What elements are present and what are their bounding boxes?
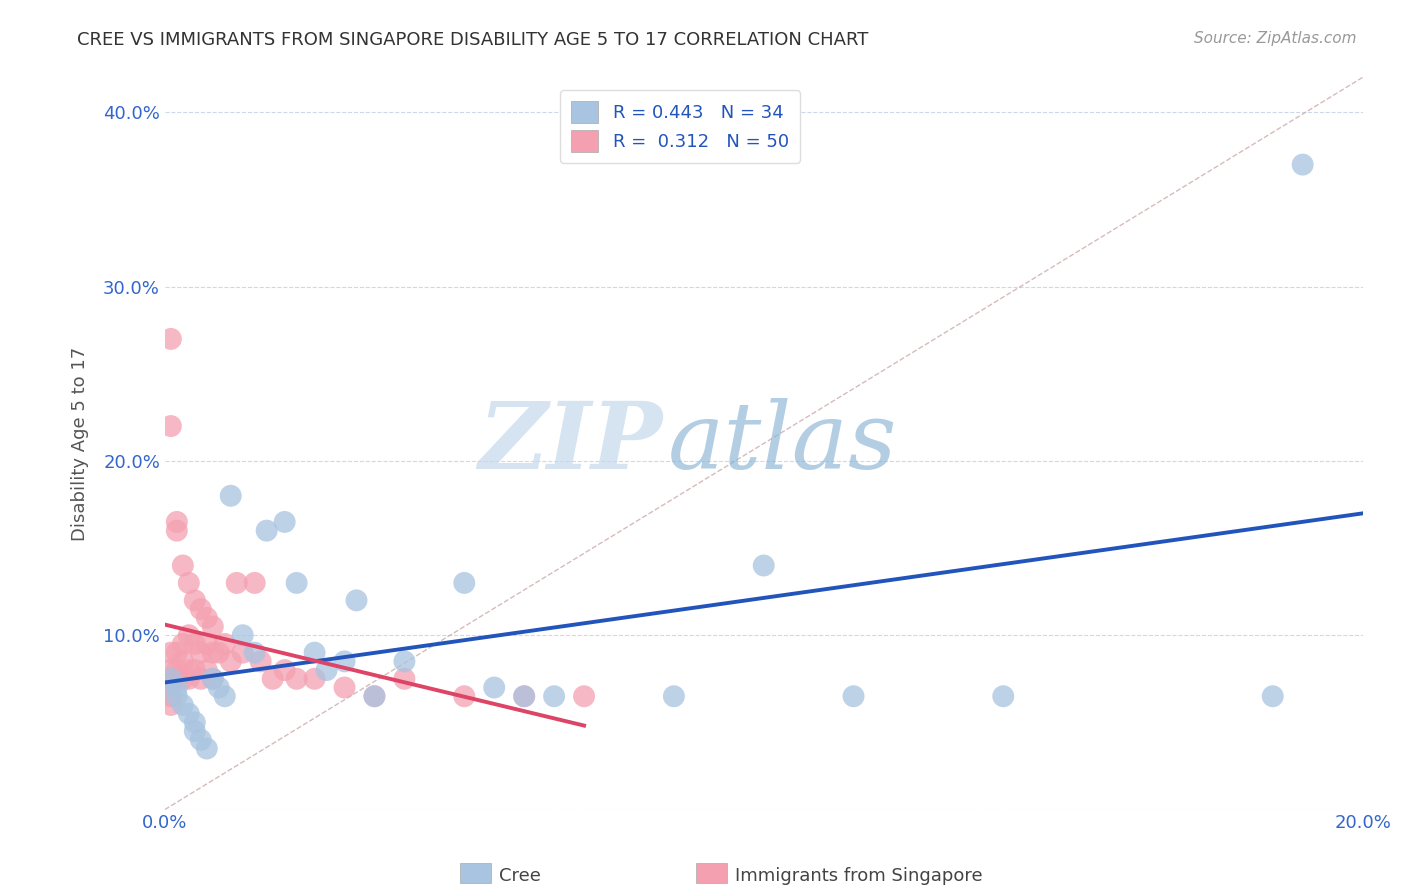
Point bbox=[177, 576, 200, 591]
Point bbox=[243, 646, 266, 660]
Point bbox=[273, 663, 295, 677]
Point bbox=[160, 646, 183, 660]
Point bbox=[172, 672, 194, 686]
Text: Immigrants from Singapore: Immigrants from Singapore bbox=[735, 867, 983, 885]
Point bbox=[315, 663, 337, 677]
Point bbox=[662, 690, 685, 704]
Point bbox=[201, 646, 224, 660]
Point bbox=[184, 715, 207, 730]
Point bbox=[160, 681, 183, 695]
Text: ZIP: ZIP bbox=[478, 399, 662, 489]
Point bbox=[513, 690, 536, 704]
Point bbox=[166, 690, 188, 704]
Point bbox=[160, 690, 183, 704]
Point bbox=[177, 628, 200, 642]
Point bbox=[160, 672, 183, 686]
Point bbox=[172, 558, 194, 573]
Point bbox=[243, 576, 266, 591]
Point bbox=[160, 698, 183, 712]
Point bbox=[166, 646, 188, 660]
Point bbox=[172, 637, 194, 651]
Point bbox=[184, 663, 207, 677]
Point bbox=[172, 654, 194, 668]
Y-axis label: Disability Age 5 to 17: Disability Age 5 to 17 bbox=[72, 346, 89, 541]
Point bbox=[394, 654, 416, 668]
Point bbox=[195, 611, 218, 625]
Point bbox=[572, 690, 595, 704]
Point bbox=[214, 690, 236, 704]
Point bbox=[195, 663, 218, 677]
Point bbox=[484, 681, 506, 695]
Point bbox=[219, 654, 242, 668]
Point bbox=[184, 724, 207, 739]
Point bbox=[166, 515, 188, 529]
Point bbox=[177, 706, 200, 721]
Point bbox=[304, 646, 326, 660]
Point bbox=[285, 576, 308, 591]
Point bbox=[190, 672, 212, 686]
Point bbox=[195, 637, 218, 651]
Point bbox=[190, 646, 212, 660]
Point bbox=[177, 672, 200, 686]
Point bbox=[201, 619, 224, 633]
Point bbox=[993, 690, 1015, 704]
Point bbox=[201, 672, 224, 686]
Point bbox=[184, 637, 207, 651]
Point bbox=[453, 576, 475, 591]
Point bbox=[232, 628, 254, 642]
Point bbox=[184, 593, 207, 607]
Point bbox=[160, 672, 183, 686]
Point bbox=[172, 698, 194, 712]
Point bbox=[225, 576, 247, 591]
Point bbox=[304, 672, 326, 686]
Point bbox=[208, 681, 231, 695]
Text: atlas: atlas bbox=[668, 399, 897, 489]
Point bbox=[190, 732, 212, 747]
Legend: R = 0.443   N = 34, R =  0.312   N = 50: R = 0.443 N = 34, R = 0.312 N = 50 bbox=[560, 90, 800, 163]
Point bbox=[160, 663, 183, 677]
Point bbox=[166, 681, 188, 695]
Point bbox=[363, 690, 385, 704]
Point bbox=[249, 654, 271, 668]
Point bbox=[513, 690, 536, 704]
Text: CREE VS IMMIGRANTS FROM SINGAPORE DISABILITY AGE 5 TO 17 CORRELATION CHART: CREE VS IMMIGRANTS FROM SINGAPORE DISABI… bbox=[77, 31, 869, 49]
Point bbox=[333, 681, 356, 695]
Point bbox=[333, 654, 356, 668]
Point bbox=[363, 690, 385, 704]
Point bbox=[1261, 690, 1284, 704]
Point bbox=[166, 672, 188, 686]
Point bbox=[160, 419, 183, 434]
Point bbox=[543, 690, 565, 704]
Point bbox=[256, 524, 278, 538]
Point bbox=[166, 663, 188, 677]
Point bbox=[232, 646, 254, 660]
Point bbox=[346, 593, 368, 607]
Point bbox=[160, 332, 183, 346]
Text: Source: ZipAtlas.com: Source: ZipAtlas.com bbox=[1194, 31, 1357, 46]
Point bbox=[1292, 158, 1315, 172]
Point bbox=[177, 663, 200, 677]
Point bbox=[262, 672, 284, 686]
Text: Cree: Cree bbox=[499, 867, 541, 885]
Point bbox=[195, 741, 218, 756]
Point bbox=[208, 646, 231, 660]
Point bbox=[190, 602, 212, 616]
Point bbox=[166, 524, 188, 538]
Point bbox=[201, 672, 224, 686]
Point bbox=[842, 690, 865, 704]
Point bbox=[273, 515, 295, 529]
Point bbox=[219, 489, 242, 503]
Point bbox=[453, 690, 475, 704]
Point bbox=[214, 637, 236, 651]
Point bbox=[752, 558, 775, 573]
Point bbox=[394, 672, 416, 686]
Point bbox=[285, 672, 308, 686]
